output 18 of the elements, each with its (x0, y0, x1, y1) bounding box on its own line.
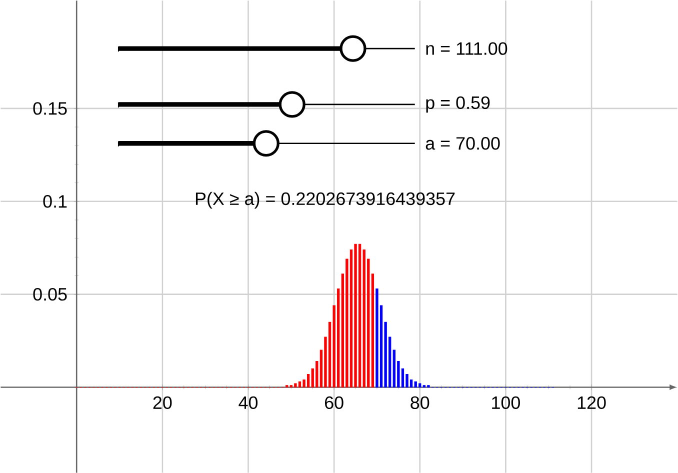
y-tick-label: 0.1 (43, 194, 67, 208)
x-tick-label: 100 (492, 396, 520, 409)
bar (354, 244, 357, 388)
y-tick-label: 0.05 (33, 288, 67, 300)
bar (298, 381, 302, 388)
bar (358, 244, 362, 388)
annotation: P(X ≥ a) = 0.2202673916439357 (196, 192, 455, 208)
x-tick-label: 20 (153, 396, 172, 409)
x-tick-label: 80 (410, 396, 430, 409)
bar (376, 288, 378, 388)
annotation: p = 0.59 (426, 96, 490, 112)
x-tick-label: 40 (238, 396, 258, 409)
annotation: n = 111.00 (426, 42, 508, 55)
x-tick-label: 120 (578, 396, 606, 409)
x-tick-label: 60 (324, 396, 344, 409)
y-tick-label: 0.15 (33, 102, 67, 115)
bar (294, 383, 297, 388)
annotation: a = 70.00 (426, 136, 500, 150)
